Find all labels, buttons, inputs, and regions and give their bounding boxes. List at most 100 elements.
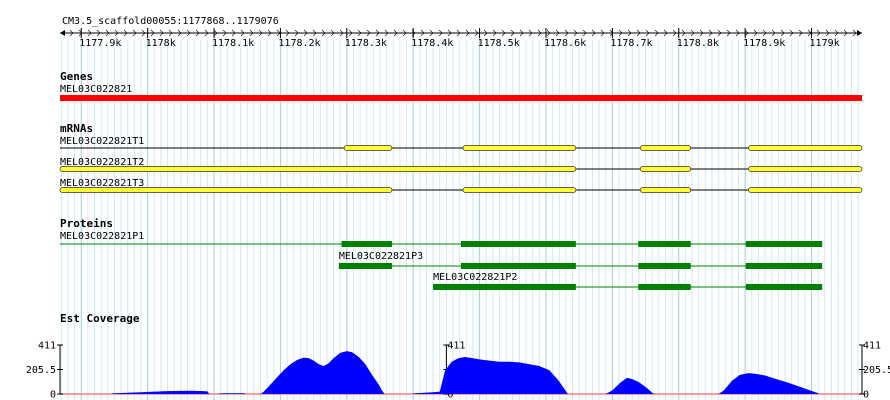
est-y-tick-label: 0 <box>447 390 453 400</box>
ruler-direction-mark <box>321 29 326 37</box>
ruler-direction-mark <box>609 29 614 37</box>
mrna-label-t1[interactable]: MEL03C022821T1 <box>60 136 144 147</box>
ruler-direction-mark <box>744 29 749 37</box>
mrna-exon[interactable] <box>462 187 577 193</box>
mrna-exon[interactable] <box>639 145 692 151</box>
ruler-direction-mark <box>852 29 857 37</box>
ruler-direction-mark <box>150 29 155 37</box>
protein-segment[interactable] <box>638 284 691 290</box>
ruler-direction-mark <box>564 29 569 37</box>
ruler-direction-mark <box>483 29 488 37</box>
ruler-direction-mark <box>402 29 407 37</box>
ruler-direction-mark <box>87 29 92 37</box>
ruler-direction-mark <box>240 29 245 37</box>
protein-segment[interactable] <box>461 241 576 247</box>
ruler-direction-mark <box>195 29 200 37</box>
mrna-exon[interactable] <box>59 187 393 193</box>
ruler-direction-mark <box>204 29 209 37</box>
mrna-exon[interactable] <box>59 166 577 172</box>
ruler-direction-mark <box>699 29 704 37</box>
ruler-direction-mark <box>357 29 362 37</box>
ruler-direction-mark <box>429 29 434 37</box>
ruler-tick-label: 1178.9k <box>743 38 785 49</box>
protein-label-p1[interactable]: MEL03C022821P1 <box>60 231 144 242</box>
ruler-direction-mark <box>654 29 659 37</box>
ruler-direction-mark <box>123 29 128 37</box>
ruler-direction-mark <box>537 29 542 37</box>
ruler-left-arrow-icon <box>60 30 65 36</box>
ruler-direction-mark <box>663 29 668 37</box>
protein-segment[interactable] <box>433 284 576 290</box>
protein-segment[interactable] <box>461 263 576 269</box>
mrna-exon[interactable] <box>748 145 863 151</box>
est-y-tick-label: 0 <box>863 390 869 400</box>
gene-feature[interactable] <box>60 95 862 101</box>
ruler-tick-label: 1178.6k <box>544 38 586 49</box>
ruler-direction-mark <box>672 29 677 37</box>
mrna-exon[interactable] <box>748 187 863 193</box>
protein-label-p3[interactable]: MEL03C022821P3 <box>339 251 423 262</box>
est-y-tick-label: 411 <box>863 341 881 352</box>
ruler-direction-mark <box>447 29 452 37</box>
ruler-direction-mark <box>771 29 776 37</box>
mrna-exon[interactable] <box>343 145 393 151</box>
protein-segment[interactable] <box>638 263 691 269</box>
protein-features <box>60 241 823 290</box>
est-y-tick-label: 205.5 <box>26 365 56 376</box>
ruler-direction-mark <box>735 29 740 37</box>
ruler-direction-mark <box>582 29 587 37</box>
gene-label[interactable]: MEL03C022821 <box>60 84 132 95</box>
ruler-direction-mark <box>636 29 641 37</box>
est-y-tick-label: 411 <box>447 341 465 352</box>
mrna-label-t3[interactable]: MEL03C022821T3 <box>60 178 144 189</box>
ruler-direction-mark <box>519 29 524 37</box>
mrna-label-t2[interactable]: MEL03C022821T2 <box>60 157 144 168</box>
ruler-direction-mark <box>591 29 596 37</box>
ruler-direction-mark <box>474 29 479 37</box>
ruler-direction-mark <box>186 29 191 37</box>
protein-segment[interactable] <box>338 263 392 269</box>
mrna-exon[interactable] <box>462 145 577 151</box>
ruler-direction-mark <box>726 29 731 37</box>
ruler-tick-label: 1178.4k <box>411 38 453 49</box>
ruler-direction-mark <box>78 29 83 37</box>
ruler-direction-mark <box>96 29 101 37</box>
ruler-direction-mark <box>168 29 173 37</box>
ruler-direction-mark <box>762 29 767 37</box>
protein-segment[interactable] <box>745 241 823 247</box>
est-coverage-area[interactable] <box>60 351 862 394</box>
ruler-direction-mark <box>528 29 533 37</box>
ruler-direction-mark <box>177 29 182 37</box>
ruler-direction-mark <box>384 29 389 37</box>
ruler-direction-mark <box>555 29 560 37</box>
protein-segment[interactable] <box>341 241 392 247</box>
ruler-tick-label: 1178.3k <box>345 38 387 49</box>
protein-segment[interactable] <box>745 284 823 290</box>
mrna-features <box>59 145 863 193</box>
est-track-title: Est Coverage <box>60 312 140 325</box>
ruler-direction-mark <box>231 29 236 37</box>
ruler-direction-mark <box>330 29 335 37</box>
protein-label-p2[interactable]: MEL03C022821P2 <box>433 272 517 283</box>
ruler-direction-mark <box>303 29 308 37</box>
ruler-ticks: 1177.9k 1178k 1178.1k 1178.2k 1178.3k 1178.4k… <box>79 28 840 49</box>
ruler-direction-mark <box>492 29 497 37</box>
ruler-direction-mark <box>780 29 785 37</box>
mrna-exon[interactable] <box>639 187 692 193</box>
protein-segment[interactable] <box>638 241 691 247</box>
ruler-direction-mark <box>438 29 443 37</box>
mrna-exon[interactable] <box>748 166 863 172</box>
ruler-direction-mark <box>618 29 623 37</box>
ruler-direction-mark <box>573 29 578 37</box>
protein-segment[interactable] <box>745 263 823 269</box>
ruler-direction-mark <box>465 29 470 37</box>
genes-track-title: Genes <box>60 70 93 83</box>
ruler-tick-label: 1178.1k <box>212 38 254 49</box>
ruler-direction-mark <box>159 29 164 37</box>
ruler-tick-label: 1178.8k <box>677 38 719 49</box>
ruler-direction-mark <box>141 29 146 37</box>
ruler-direction-mark <box>798 29 803 37</box>
mrna-exon[interactable] <box>639 166 692 172</box>
ruler-direction-mark <box>708 29 713 37</box>
